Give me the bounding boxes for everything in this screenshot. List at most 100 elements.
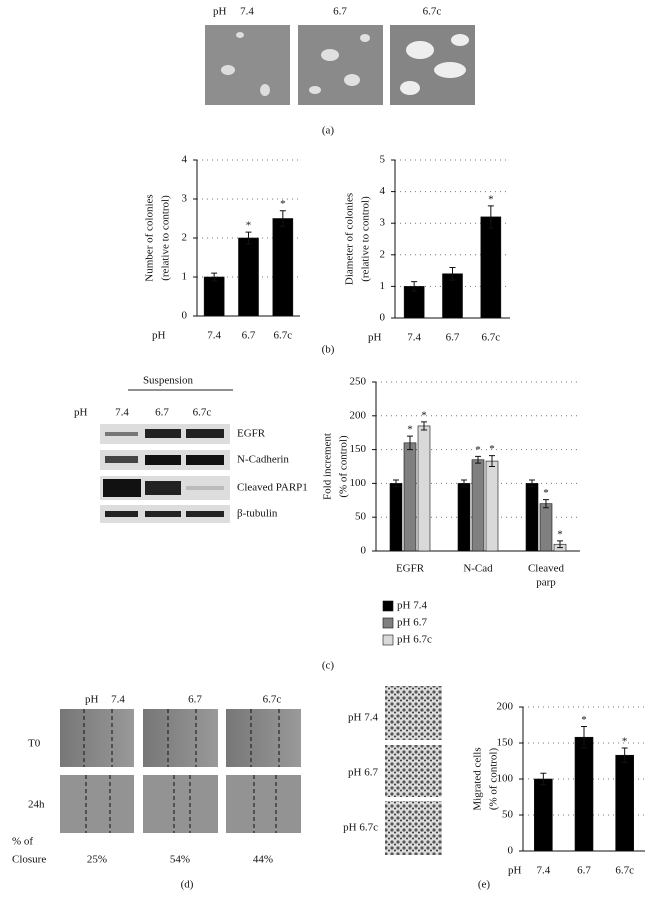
bar [539,503,553,552]
closure-value: 25% [87,854,107,866]
significance: * [475,444,481,456]
bar [574,736,594,852]
blot-title: Suspension [143,375,194,387]
legend-swatch [382,617,394,629]
y-tick-label: 2 [380,248,386,260]
x-tick-label: 7.4 [536,865,550,877]
error-bar [211,272,218,282]
error-bar [245,231,252,245]
bar [417,425,431,552]
bar [238,237,259,317]
significance: * [407,424,413,436]
y-tick-label: 50 [502,809,514,821]
y-tick-label: 100 [350,477,367,489]
blot-row-label: N-Cadherin [237,454,289,466]
y-tick-label: 5 [380,154,386,166]
lane-label: 6.7c [263,694,282,706]
x-prefix: pH [368,332,382,344]
bar [525,483,539,552]
x-tick-label: 6.7 [242,330,256,342]
significance: * [581,714,587,726]
y-tick-label: 150 [350,443,367,455]
y-tick-label: 4 [380,185,386,197]
y-axis-label: (% of control) [488,748,500,811]
y-tick-label: 1 [380,280,386,292]
bar [457,483,471,552]
x-tick-label: 6.7 [577,865,591,877]
error-bar [421,421,427,431]
significance: * [557,528,563,540]
x-tick-label: EGFR [396,563,425,575]
significance: * [622,736,628,748]
blot-row-label: EGFR [237,428,266,440]
x-tick-label: 7.4 [407,332,421,344]
error-bar [487,205,494,229]
closure-label: % of [12,836,33,848]
x-prefix: pH [152,330,166,342]
significance: * [421,409,427,421]
ph-label: pH [85,694,99,706]
colony-images [205,25,475,105]
blot-row-label: β-tubulin [237,508,278,520]
legend-label: pH 6.7c [397,634,432,646]
bar [389,483,403,552]
significance: * [543,487,549,499]
error-bar [540,772,547,786]
closure-value: 54% [170,854,190,866]
bar [203,276,225,317]
y-tick-label: 0 [361,545,367,557]
bar [480,216,502,319]
wound-images [60,709,301,833]
lane-label: 6.7 [155,407,169,419]
error-bar [581,725,587,749]
significance: * [489,443,495,455]
caption: (a) [322,125,335,137]
y-tick-label: 3 [380,217,386,229]
bar [615,754,634,852]
error-bar [621,747,628,763]
error-bar [529,479,535,488]
legend-swatch [382,634,394,646]
legend-label: pH 7.4 [397,600,427,612]
y-tick-label: 250 [350,376,367,388]
y-axis-label: Diameter of colonies [344,193,356,285]
lane-label: 7.4 [111,694,125,706]
lane-label: 6.7 [333,6,347,18]
blot-row-label: Cleaved PARP1 [237,482,308,494]
y-tick-label: 4 [182,154,188,166]
x-prefix: pH [508,865,522,877]
row-label: pH 7.4 [348,712,378,724]
x-tick-label: parp [536,577,556,589]
error-bar [407,435,413,451]
error-bar [449,266,456,281]
bar [534,778,553,852]
lane-label: 7.4 [115,407,129,419]
y-tick-label: 3 [182,193,188,205]
caption: (b) [322,344,335,356]
error-bar [557,540,563,549]
y-tick-label: 150 [497,737,514,749]
row-label: pH 6.7c [343,822,378,834]
x-tick-label: 6.7c [615,865,634,877]
y-tick-label: 0 [182,310,188,322]
error-bar [489,455,495,467]
x-tick-label: 6.7c [274,330,293,342]
row-label: 24h [28,799,45,811]
significance: * [280,198,286,210]
caption: (c) [322,660,335,672]
x-tick-label: N-Cad [463,563,493,575]
y-tick-label: 0 [508,845,514,857]
bar [403,442,417,552]
y-tick-label: 2 [182,232,188,244]
row-label: T0 [28,738,41,750]
y-tick-label: 1 [182,271,188,283]
lane-label: 7.4 [240,6,254,18]
blot [100,424,230,523]
significance: * [246,220,252,232]
error-bar [393,479,399,488]
y-axis-label: Number of colonies [144,194,156,281]
error-bar [543,499,549,509]
x-tick-label: Cleaved [528,563,565,575]
migration-images [385,686,442,855]
